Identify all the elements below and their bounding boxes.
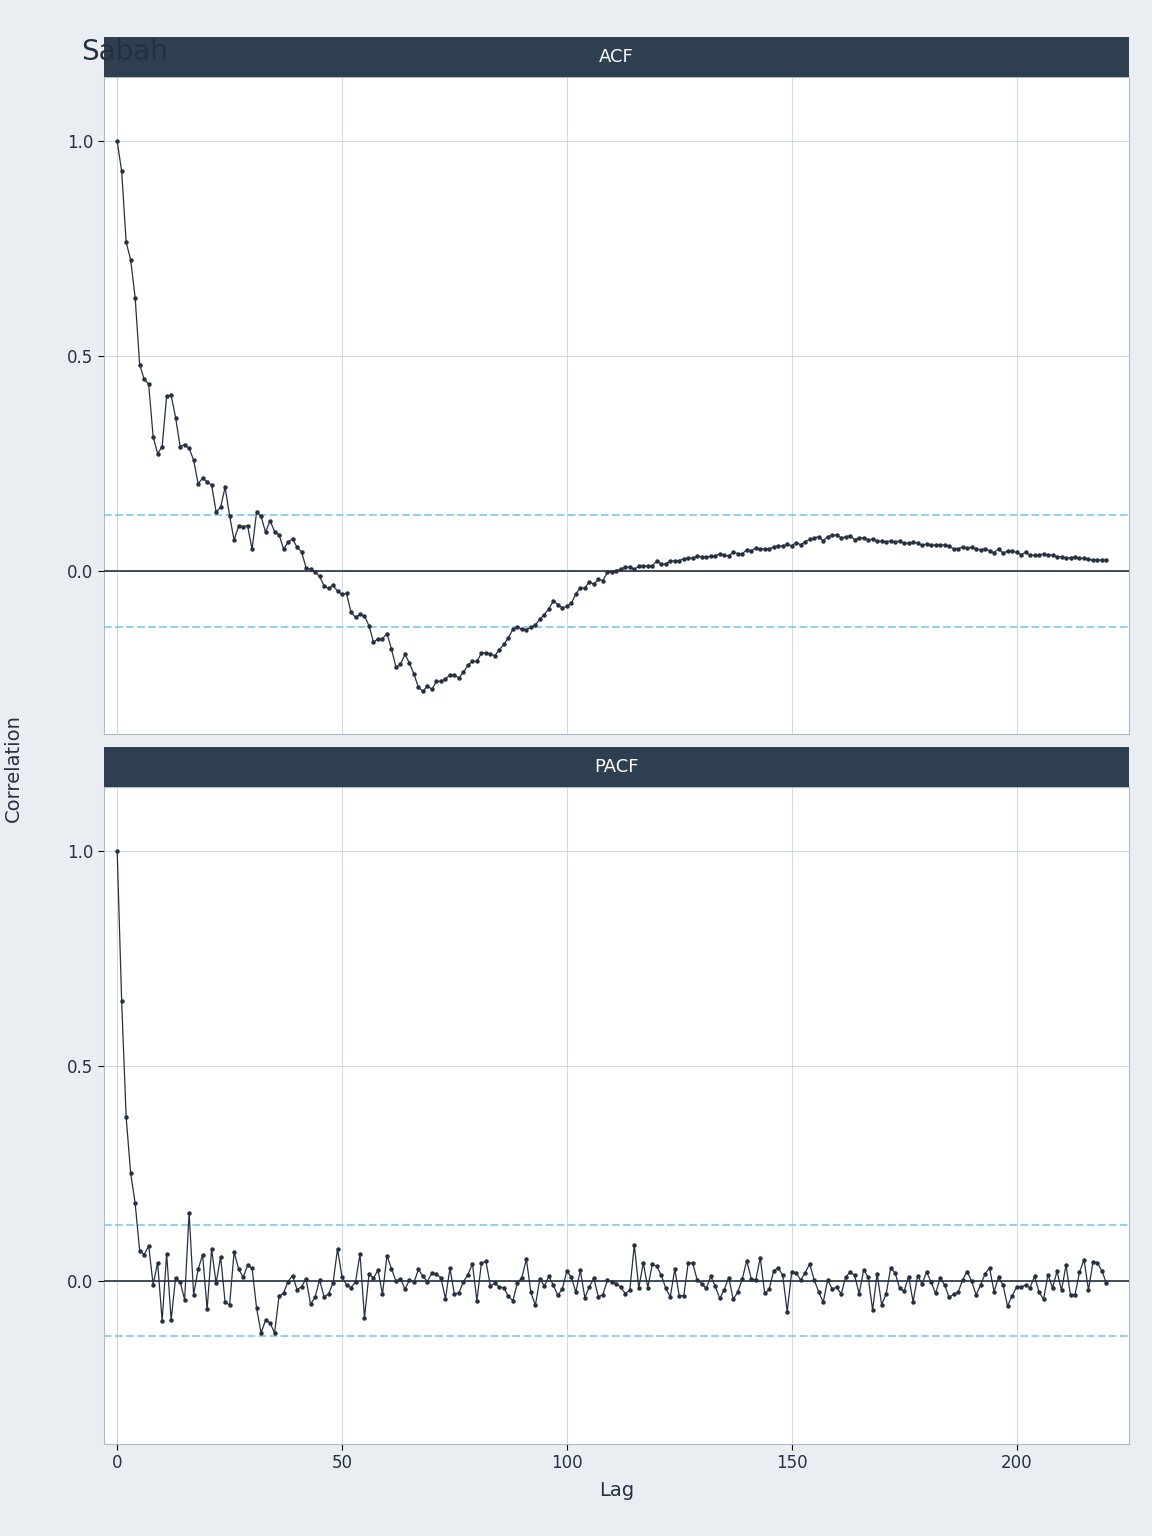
Text: PACF: PACF — [594, 757, 638, 776]
Bar — [104, 37, 1129, 77]
Text: Sabah: Sabah — [81, 38, 167, 66]
X-axis label: Lag: Lag — [599, 1481, 634, 1499]
Bar — [104, 746, 1129, 786]
Text: Correlation: Correlation — [5, 714, 23, 822]
Text: ACF: ACF — [599, 48, 634, 66]
